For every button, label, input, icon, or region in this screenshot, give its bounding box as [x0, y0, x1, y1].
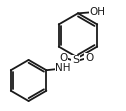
Text: NH: NH	[55, 63, 71, 73]
Text: O: O	[59, 53, 68, 63]
Text: O: O	[85, 53, 93, 63]
Text: OH: OH	[89, 7, 105, 17]
Text: S: S	[72, 56, 79, 65]
